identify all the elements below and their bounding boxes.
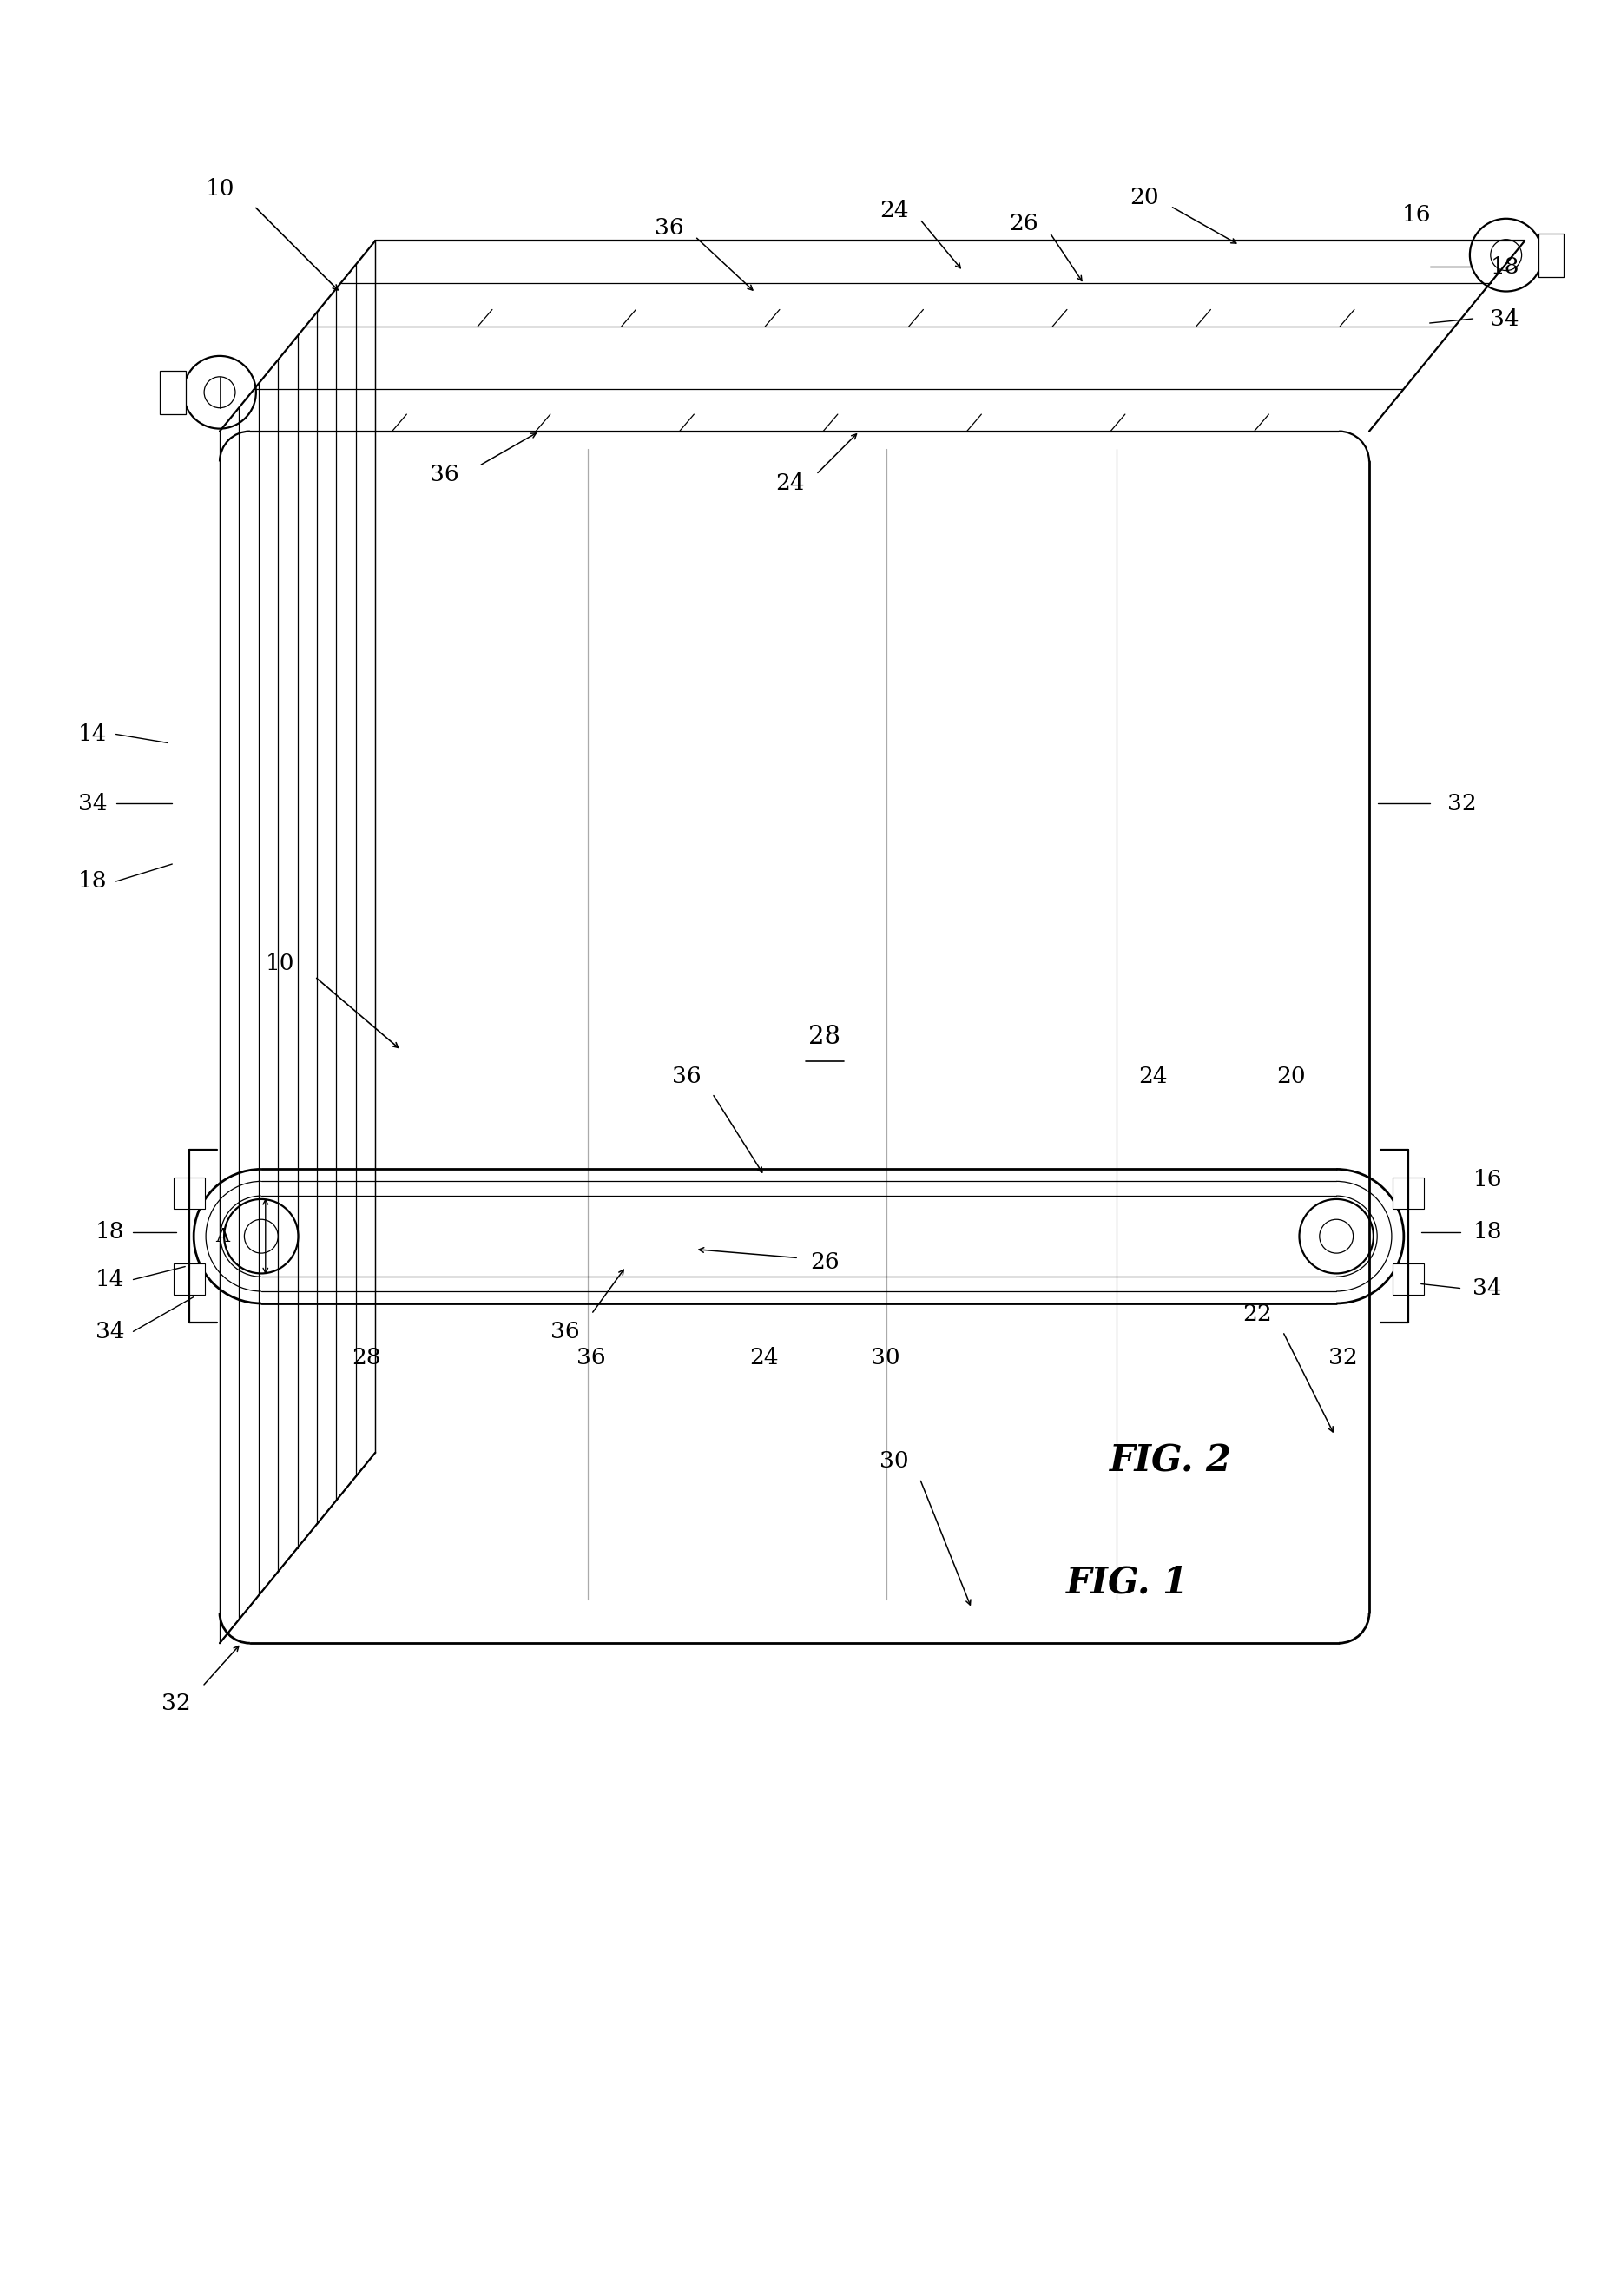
Bar <box>1393 1263 1423 1295</box>
Text: A: A <box>216 1226 229 1247</box>
Text: 36: 36 <box>576 1348 605 1368</box>
Text: 34: 34 <box>96 1320 125 1343</box>
Text: 32: 32 <box>162 1692 191 1715</box>
Text: 36: 36 <box>429 464 459 484</box>
Text: 24: 24 <box>749 1348 778 1368</box>
Text: 16: 16 <box>1473 1169 1502 1192</box>
Text: 28: 28 <box>352 1348 381 1368</box>
Text: FIG. 1: FIG. 1 <box>1066 1564 1188 1600</box>
Bar <box>175 1178 205 1208</box>
Text: 22: 22 <box>1242 1304 1271 1325</box>
Text: 18: 18 <box>1473 1221 1502 1242</box>
Text: 16: 16 <box>1402 204 1431 225</box>
Text: 20: 20 <box>1278 1065 1306 1086</box>
Text: 20: 20 <box>1130 186 1159 209</box>
Bar <box>160 370 186 413</box>
Text: 18: 18 <box>96 1221 125 1242</box>
Text: 34: 34 <box>1491 308 1519 331</box>
Text: 30: 30 <box>871 1348 900 1368</box>
Bar <box>1539 234 1564 276</box>
Text: 14: 14 <box>78 723 107 746</box>
Text: 28: 28 <box>809 1024 841 1049</box>
Text: 26: 26 <box>810 1251 839 1272</box>
Text: 34: 34 <box>1473 1277 1502 1300</box>
Text: 18: 18 <box>1491 255 1519 278</box>
Text: 10: 10 <box>266 953 295 974</box>
Text: 32: 32 <box>1447 792 1476 815</box>
Bar <box>175 1263 205 1295</box>
Text: 26: 26 <box>1009 214 1037 234</box>
Text: 10: 10 <box>205 179 234 200</box>
Text: 24: 24 <box>775 473 805 494</box>
Bar <box>1393 1178 1423 1208</box>
Text: 32: 32 <box>1329 1348 1358 1368</box>
Text: 36: 36 <box>551 1320 580 1343</box>
Text: 36: 36 <box>672 1065 701 1086</box>
Text: 36: 36 <box>655 216 684 239</box>
Text: FIG. 2: FIG. 2 <box>1109 1444 1231 1479</box>
Text: 14: 14 <box>96 1270 125 1290</box>
Text: 24: 24 <box>1138 1065 1167 1086</box>
Text: 18: 18 <box>78 870 107 893</box>
Text: 34: 34 <box>78 792 107 815</box>
Text: 30: 30 <box>879 1451 908 1472</box>
Text: 24: 24 <box>879 200 908 220</box>
